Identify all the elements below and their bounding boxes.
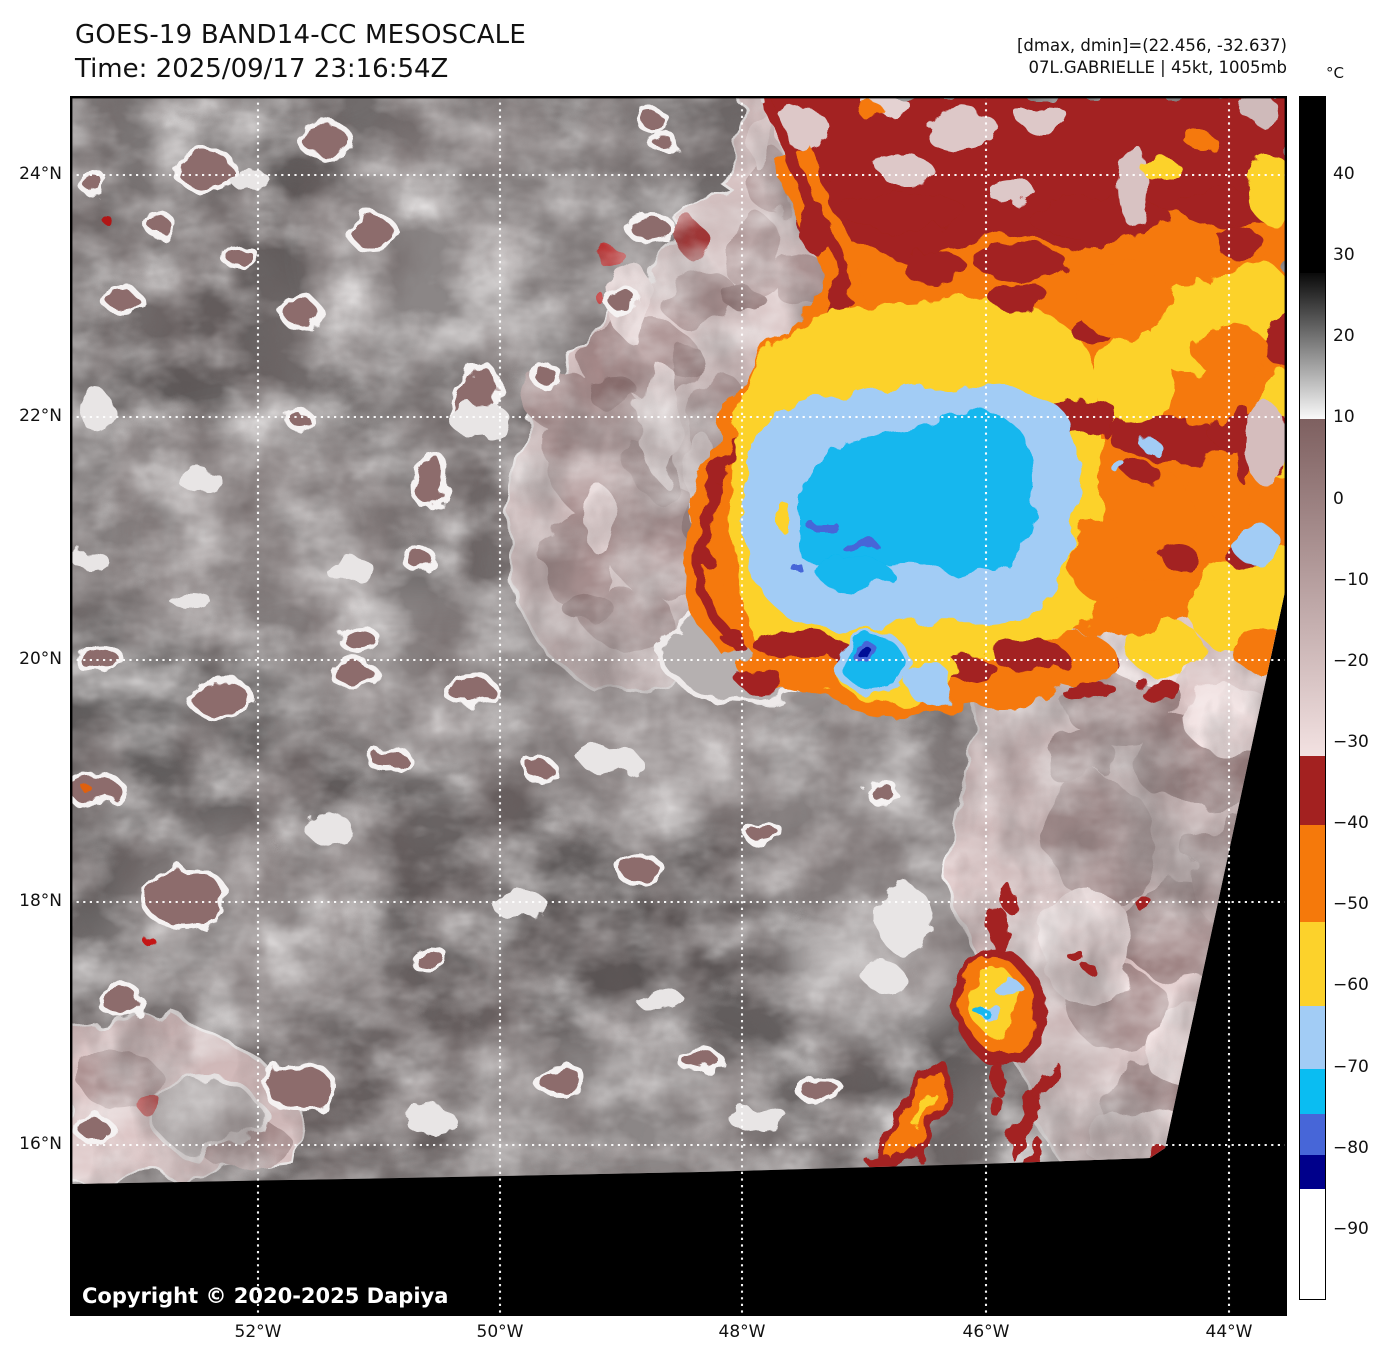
page-title: GOES-19 BAND14-CC MESOSCALE [75, 20, 526, 50]
colorbar-segment [1300, 1006, 1325, 1070]
warm-speck-dots [83, 214, 154, 945]
colorbar-segment [1300, 825, 1325, 924]
colorbar-tick-label: −70 [1333, 1056, 1369, 1077]
satellite-image: Copyright © 2020-2025 Dapiya [69, 95, 1287, 1316]
colorbar-segment [1300, 922, 1325, 1007]
colorbar-tick-label: 40 [1333, 163, 1355, 184]
colorbar-segment [1300, 756, 1325, 826]
lat-axis-label: 20°N [19, 649, 62, 669]
colorbar-tick-label: −60 [1333, 975, 1369, 996]
colorbar-tick-label: 20 [1333, 326, 1355, 347]
storm-info-label: 07L.GABRIELLE | 45kt, 1005mb [1028, 58, 1288, 77]
colorbar-segment [1300, 97, 1325, 275]
lat-axis-label: 22°N [19, 406, 62, 426]
lat-axis-label: 18°N [19, 891, 62, 911]
colorbar-segment [1300, 1154, 1325, 1190]
colorbar-segment [1300, 273, 1325, 421]
lon-axis-label: 52°W [234, 1322, 282, 1342]
copyright-label: Copyright © 2020-2025 Dapiya [82, 1284, 448, 1308]
colorbar-tick-label: −30 [1333, 731, 1369, 752]
lon-axis-label: 46°W [962, 1322, 1010, 1342]
graticule-gridlines [70, 96, 1287, 1316]
map-frame [69, 95, 1287, 1316]
colorbar-unit-label: °C [1326, 64, 1344, 82]
lon-axis-label: 44°W [1205, 1322, 1253, 1342]
colorbar-tick-label: −20 [1333, 650, 1369, 671]
colorbar-segment [1300, 1188, 1325, 1299]
colorbar-tick-label: −80 [1333, 1137, 1369, 1158]
colorbar-tick-label: −10 [1333, 569, 1369, 590]
dmax-dmin-label: [dmax, dmin]=(22.456, -32.637) [1017, 36, 1287, 55]
colorbar [1299, 96, 1326, 1300]
colorbar-segment [1300, 1113, 1325, 1156]
lat-axis-label: 16°N [19, 1134, 62, 1154]
map-panel: Copyright © 2020-2025 Dapiya [69, 95, 1287, 1316]
lat-axis-label: 24°N [19, 164, 62, 184]
colorbar-segment [1300, 419, 1325, 757]
colorbar-tick-label: −40 [1333, 813, 1369, 834]
colorbar-tick-label: 0 [1333, 488, 1344, 509]
storm-cold-cloud-region [683, 96, 1287, 1175]
satellite-data-swath [70, 96, 1287, 1184]
time-label: Time: 2025/09/17 23:16:54Z [75, 54, 449, 84]
colorbar-tick-label: −50 [1333, 894, 1369, 915]
warm-speckle-blobs [70, 107, 900, 1145]
colorbar-tick-label: −90 [1333, 1218, 1369, 1239]
colorbar-tick-label: 10 [1333, 407, 1355, 428]
colorbar-tick-label: 30 [1333, 245, 1355, 266]
colorbar-segment [1300, 1068, 1325, 1115]
lon-axis-label: 50°W [476, 1322, 524, 1342]
lon-axis-label: 48°W [718, 1322, 766, 1342]
